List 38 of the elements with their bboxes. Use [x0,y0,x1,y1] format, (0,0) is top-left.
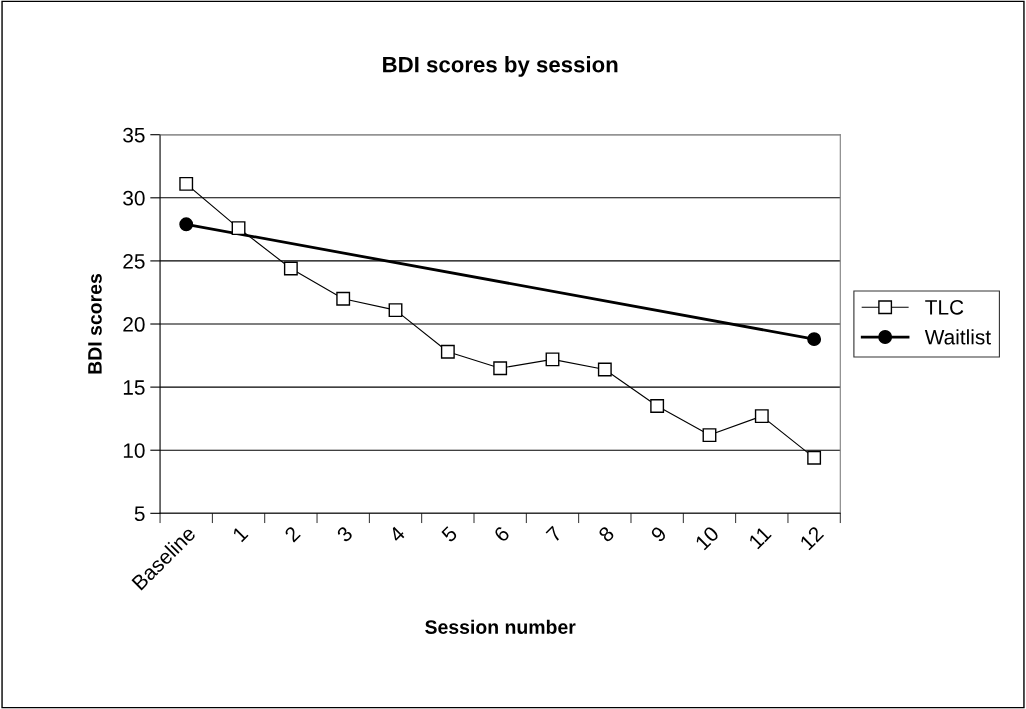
x-tick-label: 6 [493,525,511,543]
point [440,344,455,359]
point [493,361,508,376]
x-tick-label: 11 [748,525,772,550]
y-tick-label: 30 [123,190,145,206]
x-axis-title: Session number [425,619,576,634]
x-tick-label: 7 [545,525,563,543]
legend-label: TLC [925,299,964,315]
point [754,409,769,424]
x-tick-label: 12 [799,525,825,551]
chart-title: BDI scores by session [383,56,618,77]
point [807,450,822,465]
x-tick-label: 3 [335,525,354,543]
y-axis-title: BDI scores [88,274,102,374]
legend-label: Waitlist [924,329,991,345]
point [650,399,665,413]
x-tick-label: 4 [388,525,406,543]
point [231,221,246,236]
y-tick-label: 35 [123,127,145,143]
point [597,362,612,377]
point [702,428,717,443]
point [179,217,194,232]
x-tick-label: 5 [440,525,459,543]
point [545,352,560,367]
x-tick-label: 8 [597,525,616,543]
y-tick-label: 20 [123,317,145,332]
point [336,291,351,306]
point [283,261,298,276]
y-tick-label: 25 [123,253,145,269]
point [388,303,403,318]
y-tick-label: 10 [123,443,145,458]
x-tick-label: 2 [283,525,301,543]
x-tick-label: 1 [232,525,249,543]
x-tick-label: 10 [694,525,720,551]
y-tick-label: 15 [123,380,145,395]
x-tick-label: 9 [650,525,668,543]
y-tick-label: 5 [134,506,145,522]
point [179,176,194,191]
